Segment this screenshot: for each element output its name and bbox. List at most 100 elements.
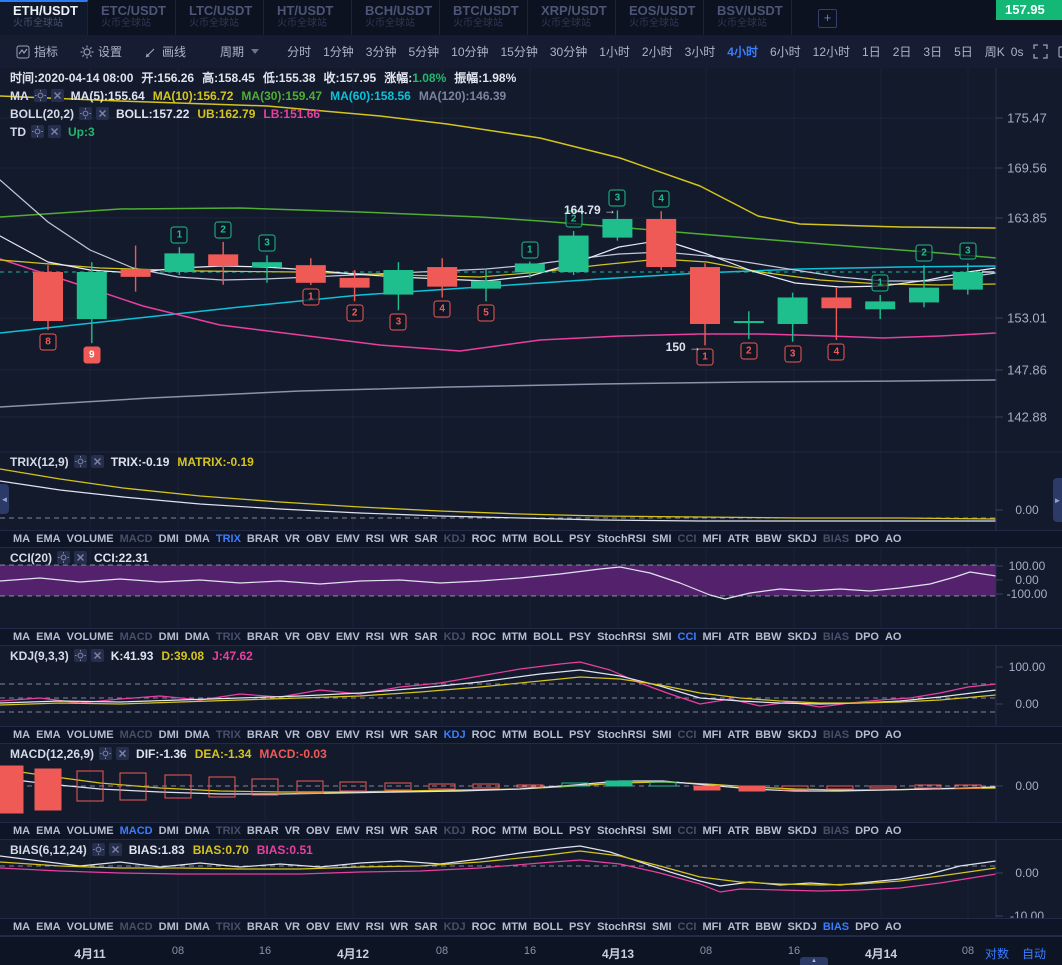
indicator-tab-brar[interactable]: BRAR bbox=[246, 729, 279, 741]
indicator-tab-mtm[interactable]: MTM bbox=[502, 631, 528, 643]
indicator-tab-smi[interactable]: SMI bbox=[651, 729, 672, 741]
gear-icon[interactable] bbox=[91, 843, 105, 856]
indicator-tab-dma[interactable]: DMA bbox=[184, 631, 210, 643]
indicator-tab-boll[interactable]: BOLL bbox=[533, 533, 564, 545]
indicator-tab-cci[interactable]: CCI bbox=[677, 825, 697, 837]
close-icon[interactable] bbox=[74, 551, 88, 564]
settings-button[interactable]: 设置 bbox=[80, 43, 122, 60]
indicator-tab-trix[interactable]: TRIX bbox=[215, 533, 241, 545]
interval-30分钟[interactable]: 30分钟 bbox=[549, 45, 588, 59]
indicator-tab-dpo[interactable]: DPO bbox=[855, 533, 879, 545]
indicator-tab-ema[interactable]: EMA bbox=[36, 825, 61, 837]
interval-10分钟[interactable]: 10分钟 bbox=[451, 45, 489, 59]
indicator-tab-rsi[interactable]: RSI bbox=[365, 533, 385, 545]
indicator-tab-atr[interactable]: ATR bbox=[727, 729, 750, 741]
indicator-tab-roc[interactable]: ROC bbox=[471, 825, 497, 837]
indicator-tab-bias[interactable]: BIAS bbox=[822, 825, 850, 837]
interval-1日[interactable]: 1日 bbox=[862, 45, 881, 59]
indicator-tab-atr[interactable]: ATR bbox=[727, 825, 750, 837]
indicator-tab-brar[interactable]: BRAR bbox=[246, 921, 279, 933]
indicator-tab-emv[interactable]: EMV bbox=[335, 729, 360, 741]
indicator-tab-dmi[interactable]: DMI bbox=[158, 729, 179, 741]
interval-2小时[interactable]: 2小时 bbox=[641, 45, 673, 59]
gear-icon[interactable] bbox=[99, 747, 113, 760]
indicator-tab-volume[interactable]: VOLUME bbox=[66, 729, 114, 741]
indicator-tab-smi[interactable]: SMI bbox=[651, 921, 672, 933]
indicator-tab-ao[interactable]: AO bbox=[884, 729, 902, 741]
symbol-tab-eos[interactable]: EOS/USDT 火币全球站 bbox=[616, 0, 704, 35]
indicator-tab-roc[interactable]: ROC bbox=[471, 631, 497, 643]
indicator-tab-rsi[interactable]: RSI bbox=[365, 631, 385, 643]
indicator-tab-skdj[interactable]: SKDJ bbox=[787, 729, 817, 741]
close-icon[interactable] bbox=[96, 107, 110, 120]
indicator-tab-dpo[interactable]: DPO bbox=[855, 825, 879, 837]
close-icon[interactable] bbox=[108, 843, 122, 856]
indicator-tab-dma[interactable]: DMA bbox=[184, 921, 210, 933]
close-icon[interactable] bbox=[116, 747, 130, 760]
indicator-tab-sar[interactable]: SAR bbox=[414, 729, 438, 741]
indicator-tab-atr[interactable]: ATR bbox=[727, 921, 750, 933]
indicator-tab-smi[interactable]: SMI bbox=[651, 533, 672, 545]
indicator-tab-kdj[interactable]: KDJ bbox=[443, 825, 466, 837]
indicator-tab-sar[interactable]: SAR bbox=[414, 921, 438, 933]
period-dropdown[interactable]: 周期 bbox=[220, 43, 260, 60]
symbol-tab-ltc[interactable]: LTC/USDT 火币全球站 bbox=[176, 0, 264, 35]
indicator-tab-rsi[interactable]: RSI bbox=[365, 921, 385, 933]
gear-icon[interactable] bbox=[31, 125, 44, 138]
interval-3小时[interactable]: 3小时 bbox=[684, 45, 716, 59]
indicator-tab-bias[interactable]: BIAS bbox=[822, 921, 850, 933]
indicator-tab-wr[interactable]: WR bbox=[390, 729, 409, 741]
interval-2日[interactable]: 2日 bbox=[892, 45, 912, 59]
interval-1小时[interactable]: 1小时 bbox=[599, 45, 630, 59]
indicator-tab-dpo[interactable]: DPO bbox=[855, 729, 879, 741]
indicator-tab-kdj[interactable]: KDJ bbox=[443, 533, 466, 545]
indicator-tab-rsi[interactable]: RSI bbox=[365, 729, 385, 741]
indicator-tab-skdj[interactable]: SKDJ bbox=[787, 533, 817, 545]
gear-icon[interactable] bbox=[79, 107, 93, 120]
indicator-tab-kdj[interactable]: KDJ bbox=[443, 921, 466, 933]
indicator-tab-bias[interactable]: BIAS bbox=[822, 631, 850, 643]
indicator-tab-dmi[interactable]: DMI bbox=[158, 631, 179, 643]
indicator-tab-skdj[interactable]: SKDJ bbox=[787, 921, 817, 933]
indicator-tab-vr[interactable]: VR bbox=[284, 631, 300, 643]
indicator-tab-dma[interactable]: DMA bbox=[184, 729, 210, 741]
indicator-tab-sar[interactable]: SAR bbox=[414, 533, 438, 545]
indicator-tab-obv[interactable]: OBV bbox=[305, 825, 330, 837]
indicator-tab-emv[interactable]: EMV bbox=[335, 533, 360, 545]
indicator-tab-cci[interactable]: CCI bbox=[677, 729, 697, 741]
indicator-tab-macd[interactable]: MACD bbox=[119, 631, 153, 643]
indicator-tab-mtm[interactable]: MTM bbox=[502, 533, 528, 545]
indicator-tab-rsi[interactable]: RSI bbox=[365, 825, 385, 837]
indicator-tab-obv[interactable]: OBV bbox=[305, 533, 330, 545]
interval-3日[interactable]: 3日 bbox=[923, 45, 943, 59]
indicator-tab-volume[interactable]: VOLUME bbox=[66, 921, 114, 933]
indicator-tab-boll[interactable]: BOLL bbox=[533, 921, 564, 933]
indicator-tab-obv[interactable]: OBV bbox=[305, 921, 330, 933]
indicator-tab-ma[interactable]: MA bbox=[13, 729, 31, 741]
indicator-tab-stochrsi[interactable]: StochRSI bbox=[597, 729, 646, 741]
indicator-tab-trix[interactable]: TRIX bbox=[215, 921, 241, 933]
indicator-tab-bbw[interactable]: BBW bbox=[755, 921, 782, 933]
interval-5分钟[interactable]: 5分钟 bbox=[408, 45, 440, 59]
indicator-tab-volume[interactable]: VOLUME bbox=[66, 825, 114, 837]
indicator-tab-volume[interactable]: VOLUME bbox=[66, 533, 114, 545]
indicator-tab-psy[interactable]: PSY bbox=[569, 533, 592, 545]
gear-icon[interactable] bbox=[57, 551, 71, 564]
log-scale-link[interactable]: 对数 bbox=[985, 947, 1010, 961]
symbol-tab-etc[interactable]: ETC/USDT 火币全球站 bbox=[88, 0, 176, 35]
symbol-tab-ht[interactable]: HT/USDT 火币全球站 bbox=[264, 0, 352, 35]
indicator-tab-kdj[interactable]: KDJ bbox=[443, 631, 466, 643]
scroll-left-handle[interactable]: ◄ bbox=[0, 484, 9, 514]
indicator-tab-bias[interactable]: BIAS bbox=[822, 729, 850, 741]
indicator-tab-mtm[interactable]: MTM bbox=[502, 825, 528, 837]
indicator-tab-stochrsi[interactable]: StochRSI bbox=[597, 921, 646, 933]
indicator-tab-bbw[interactable]: BBW bbox=[755, 631, 782, 643]
indicator-tab-wr[interactable]: WR bbox=[390, 825, 409, 837]
indicator-tab-macd[interactable]: MACD bbox=[119, 533, 153, 545]
indicator-tab-ma[interactable]: MA bbox=[13, 533, 31, 545]
indicator-tab-mfi[interactable]: MFI bbox=[702, 729, 722, 741]
indicator-tab-roc[interactable]: ROC bbox=[471, 729, 497, 741]
indicator-tab-psy[interactable]: PSY bbox=[569, 729, 592, 741]
indicator-tab-vr[interactable]: VR bbox=[284, 825, 300, 837]
symbol-tab-eth[interactable]: ETH/USDT 火币全球站 bbox=[0, 0, 88, 35]
